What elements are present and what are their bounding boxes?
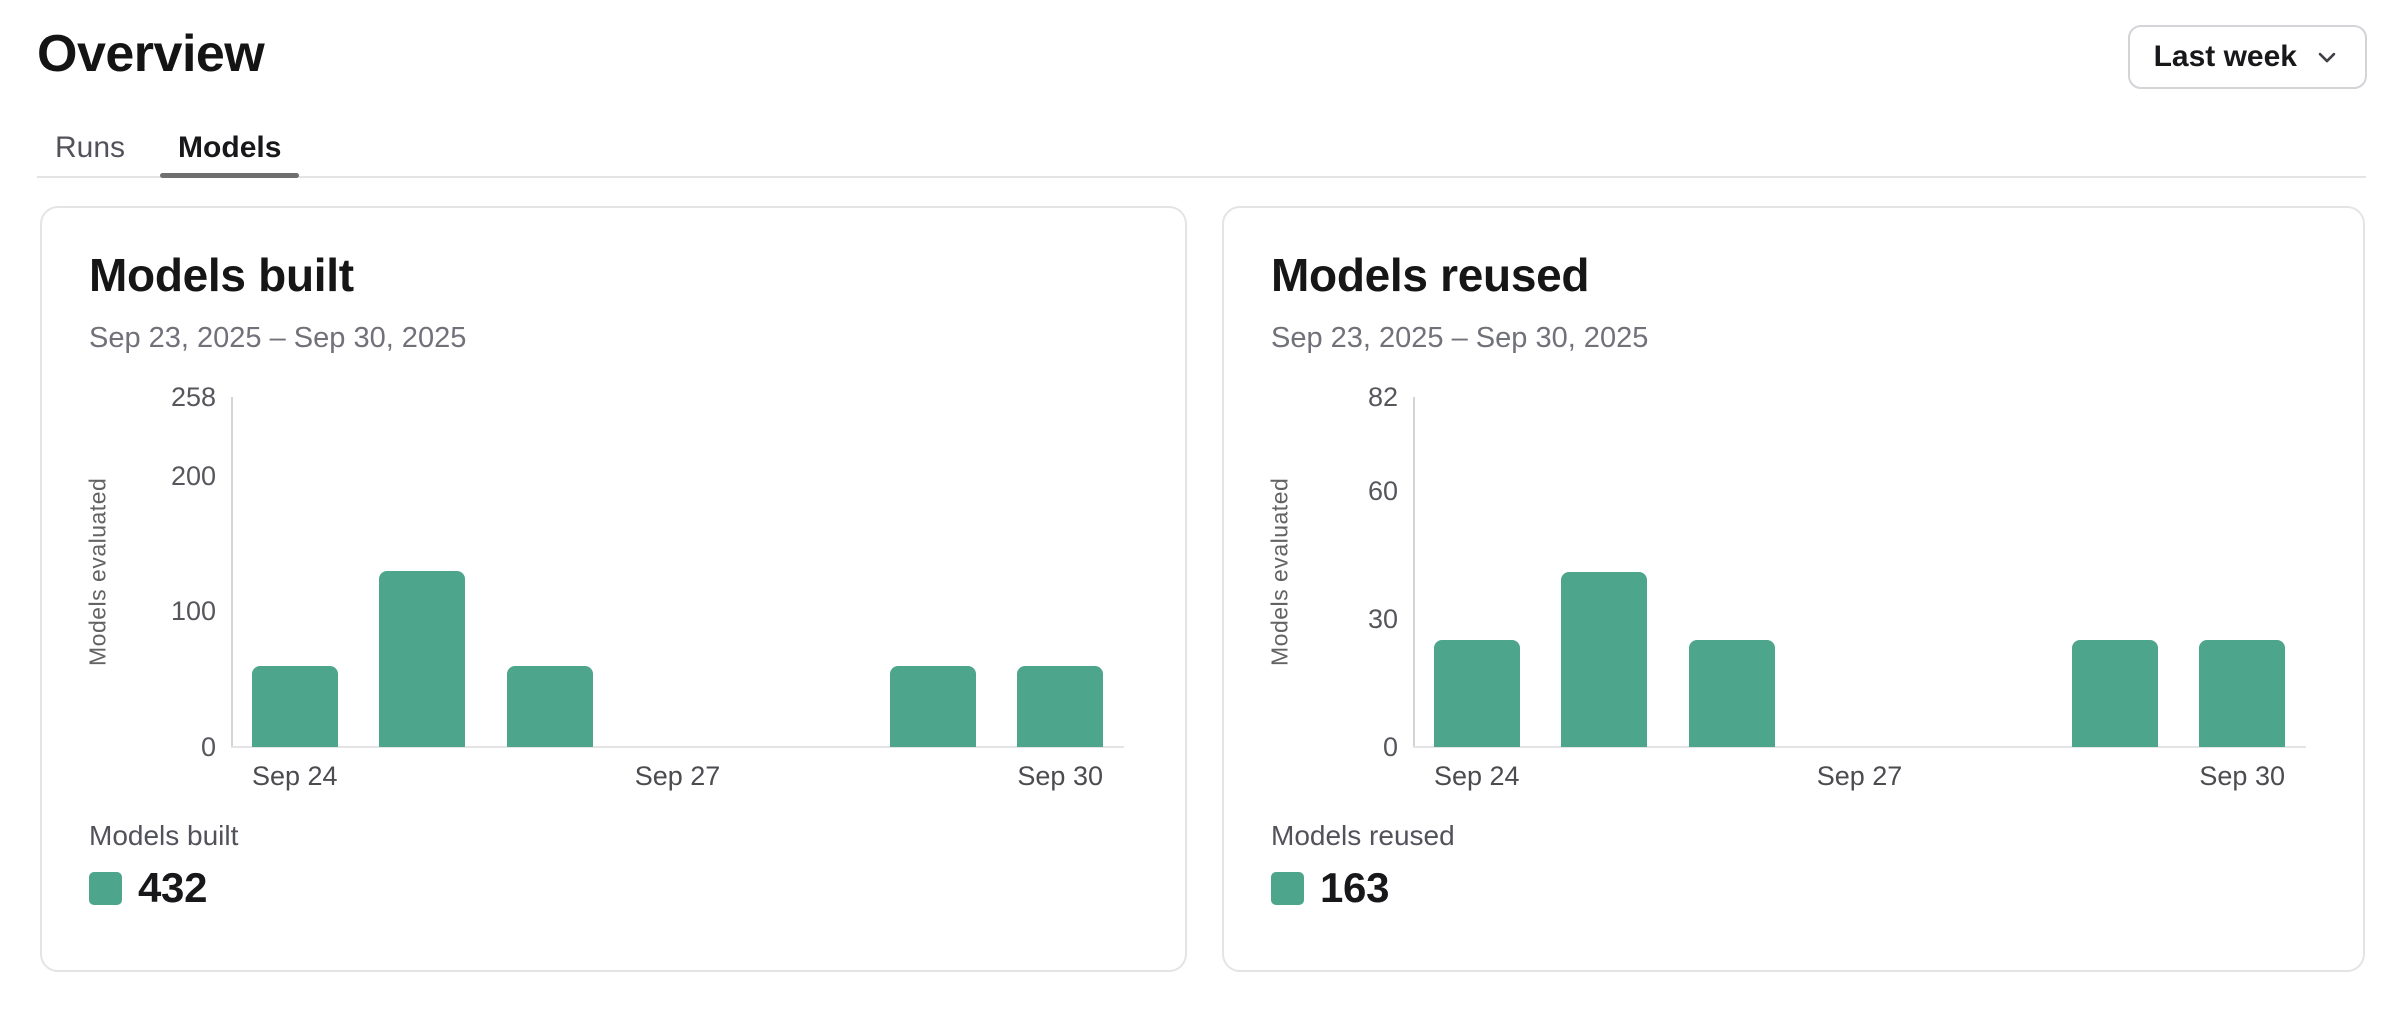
bar [889, 665, 976, 747]
bar [1017, 665, 1104, 747]
y-tick-label: 0 [1382, 732, 1398, 762]
bar [251, 665, 338, 747]
tab-models[interactable]: Models [160, 120, 300, 178]
bar [379, 570, 466, 747]
tab-models-label: Models [178, 131, 282, 164]
bar [2199, 640, 2286, 747]
x-tick-label: Sep 30 [1017, 761, 1103, 791]
x-tick-label: Sep 27 [1816, 761, 1903, 791]
models-reused-chart: 0 30 60 82 Sep 24 Sep 27 Sep 30 [1368, 382, 2306, 791]
x-tick-label: Sep 24 [252, 761, 338, 791]
x-axis-line [1413, 746, 2306, 748]
card-date-range: Sep 23, 2025 – Sep 30, 2025 [89, 322, 467, 354]
date-range-selector-value: Last week [2153, 40, 2297, 73]
legend-swatch [89, 871, 122, 905]
tab-runs-label: Runs [55, 131, 126, 164]
y-axis-title: Models evaluated [1266, 477, 1293, 667]
legend-label: Models reused [1271, 820, 1455, 851]
legend-swatch [1271, 871, 1304, 905]
bar [2071, 640, 2158, 747]
tabs-bar: Runs Models [37, 120, 2366, 178]
bar [506, 665, 593, 747]
y-tick-label: 30 [1367, 603, 1398, 634]
legend-value: 432 [138, 864, 208, 911]
models-built-card: Models built Sep 23, 2025 – Sep 30, 2025… [40, 206, 1187, 972]
x-axis-line [231, 746, 1124, 748]
card-date-range: Sep 23, 2025 – Sep 30, 2025 [1271, 322, 1649, 354]
y-tick-label: 60 [1367, 475, 1398, 506]
bar [1433, 640, 1520, 747]
y-tick-label: 82 [1367, 382, 1398, 412]
bar [1561, 572, 1648, 747]
y-axis-line [231, 397, 233, 747]
tab-runs[interactable]: Runs [37, 120, 143, 176]
bar [1688, 640, 1775, 747]
card-title: Models built [89, 249, 354, 301]
y-tick-label: 100 [170, 596, 216, 627]
legend-value: 163 [1320, 864, 1390, 911]
y-axis-line [1413, 397, 1415, 747]
x-tick-label: Sep 30 [2199, 761, 2285, 791]
models-built-chart: 0 100 200 258 Sep 24 Sep 27 Sep 30 [171, 382, 1124, 791]
x-tick-label: Sep 24 [1434, 761, 1520, 791]
legend-label: Models built [89, 820, 239, 851]
card-title: Models reused [1271, 249, 1590, 301]
legend: 163 [1271, 866, 1389, 910]
models-reused-card: Models reused Sep 23, 2025 – Sep 30, 202… [1222, 206, 2365, 972]
date-range-selector-button[interactable]: Last week [2127, 25, 2367, 89]
active-tab-underline [160, 173, 300, 178]
y-tick-label: 200 [170, 460, 216, 491]
legend: 432 [89, 866, 207, 910]
y-axis-title: Models evaluated [84, 477, 111, 667]
page-title: Overview [37, 25, 265, 83]
y-tick-label: 258 [170, 382, 216, 412]
chevron-down-icon [2313, 43, 2341, 71]
y-tick-label: 0 [200, 732, 216, 762]
x-tick-label: Sep 27 [634, 761, 721, 791]
